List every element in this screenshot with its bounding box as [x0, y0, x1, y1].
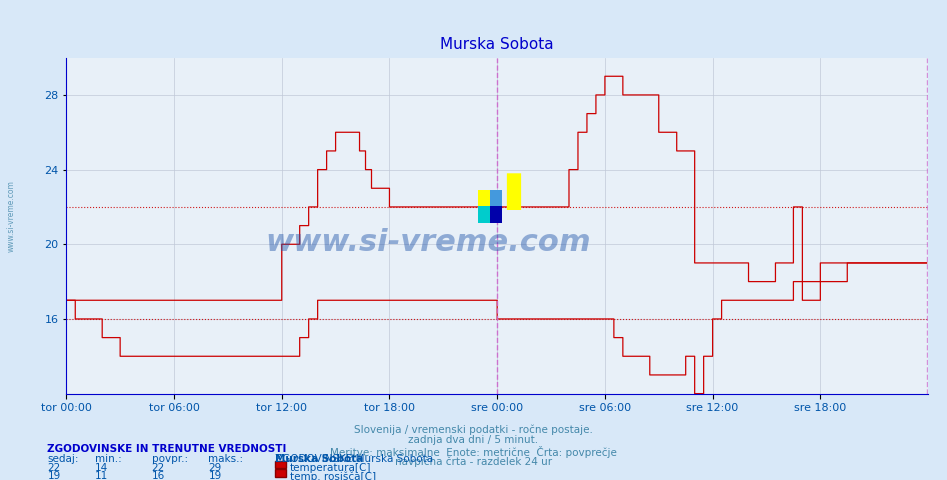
Bar	[491, 206, 502, 223]
Text: 19: 19	[47, 471, 61, 480]
Text: ZGODOVINSKE IN TRENUTNE VREDNOSTI: ZGODOVINSKE IN TRENUTNE VREDNOSTI	[47, 444, 287, 454]
Bar	[478, 206, 491, 223]
Text: Meritve: maksimalne  Enote: metrične  Črta: povprečje: Meritve: maksimalne Enote: metrične Črta…	[331, 446, 616, 458]
Text: ZGODOVINSKE Murska Sobota: ZGODOVINSKE Murska Sobota	[275, 454, 433, 464]
Text: 22: 22	[47, 463, 61, 473]
Text: ▐: ▐	[491, 174, 520, 210]
Text: temperatura[C]: temperatura[C]	[290, 463, 371, 473]
Text: maks.:: maks.:	[208, 454, 243, 464]
Text: 11: 11	[95, 471, 108, 480]
Title: Murska Sobota: Murska Sobota	[440, 37, 554, 52]
Text: Slovenija / vremenski podatki - ročne postaje.: Slovenija / vremenski podatki - ročne po…	[354, 425, 593, 435]
Text: 16: 16	[152, 471, 165, 480]
Bar	[478, 190, 491, 206]
Text: 22: 22	[152, 463, 165, 473]
Text: navpična črta - razdelek 24 ur: navpična črta - razdelek 24 ur	[395, 456, 552, 467]
Text: zadnja dva dni / 5 minut.: zadnja dva dni / 5 minut.	[408, 435, 539, 445]
Text: temp. rosišča[C]: temp. rosišča[C]	[290, 471, 376, 480]
Bar	[491, 190, 502, 206]
Text: www.si-vreme.com: www.si-vreme.com	[265, 228, 591, 257]
Text: 14: 14	[95, 463, 108, 473]
Text: 19: 19	[208, 471, 222, 480]
Text: min.:: min.:	[95, 454, 121, 464]
Text: 29: 29	[208, 463, 222, 473]
Text: sedaj:: sedaj:	[47, 454, 79, 464]
Text: www.si-vreme.com: www.si-vreme.com	[7, 180, 16, 252]
Text: povpr.:: povpr.:	[152, 454, 188, 464]
Text: Murska Sobota: Murska Sobota	[275, 454, 363, 464]
